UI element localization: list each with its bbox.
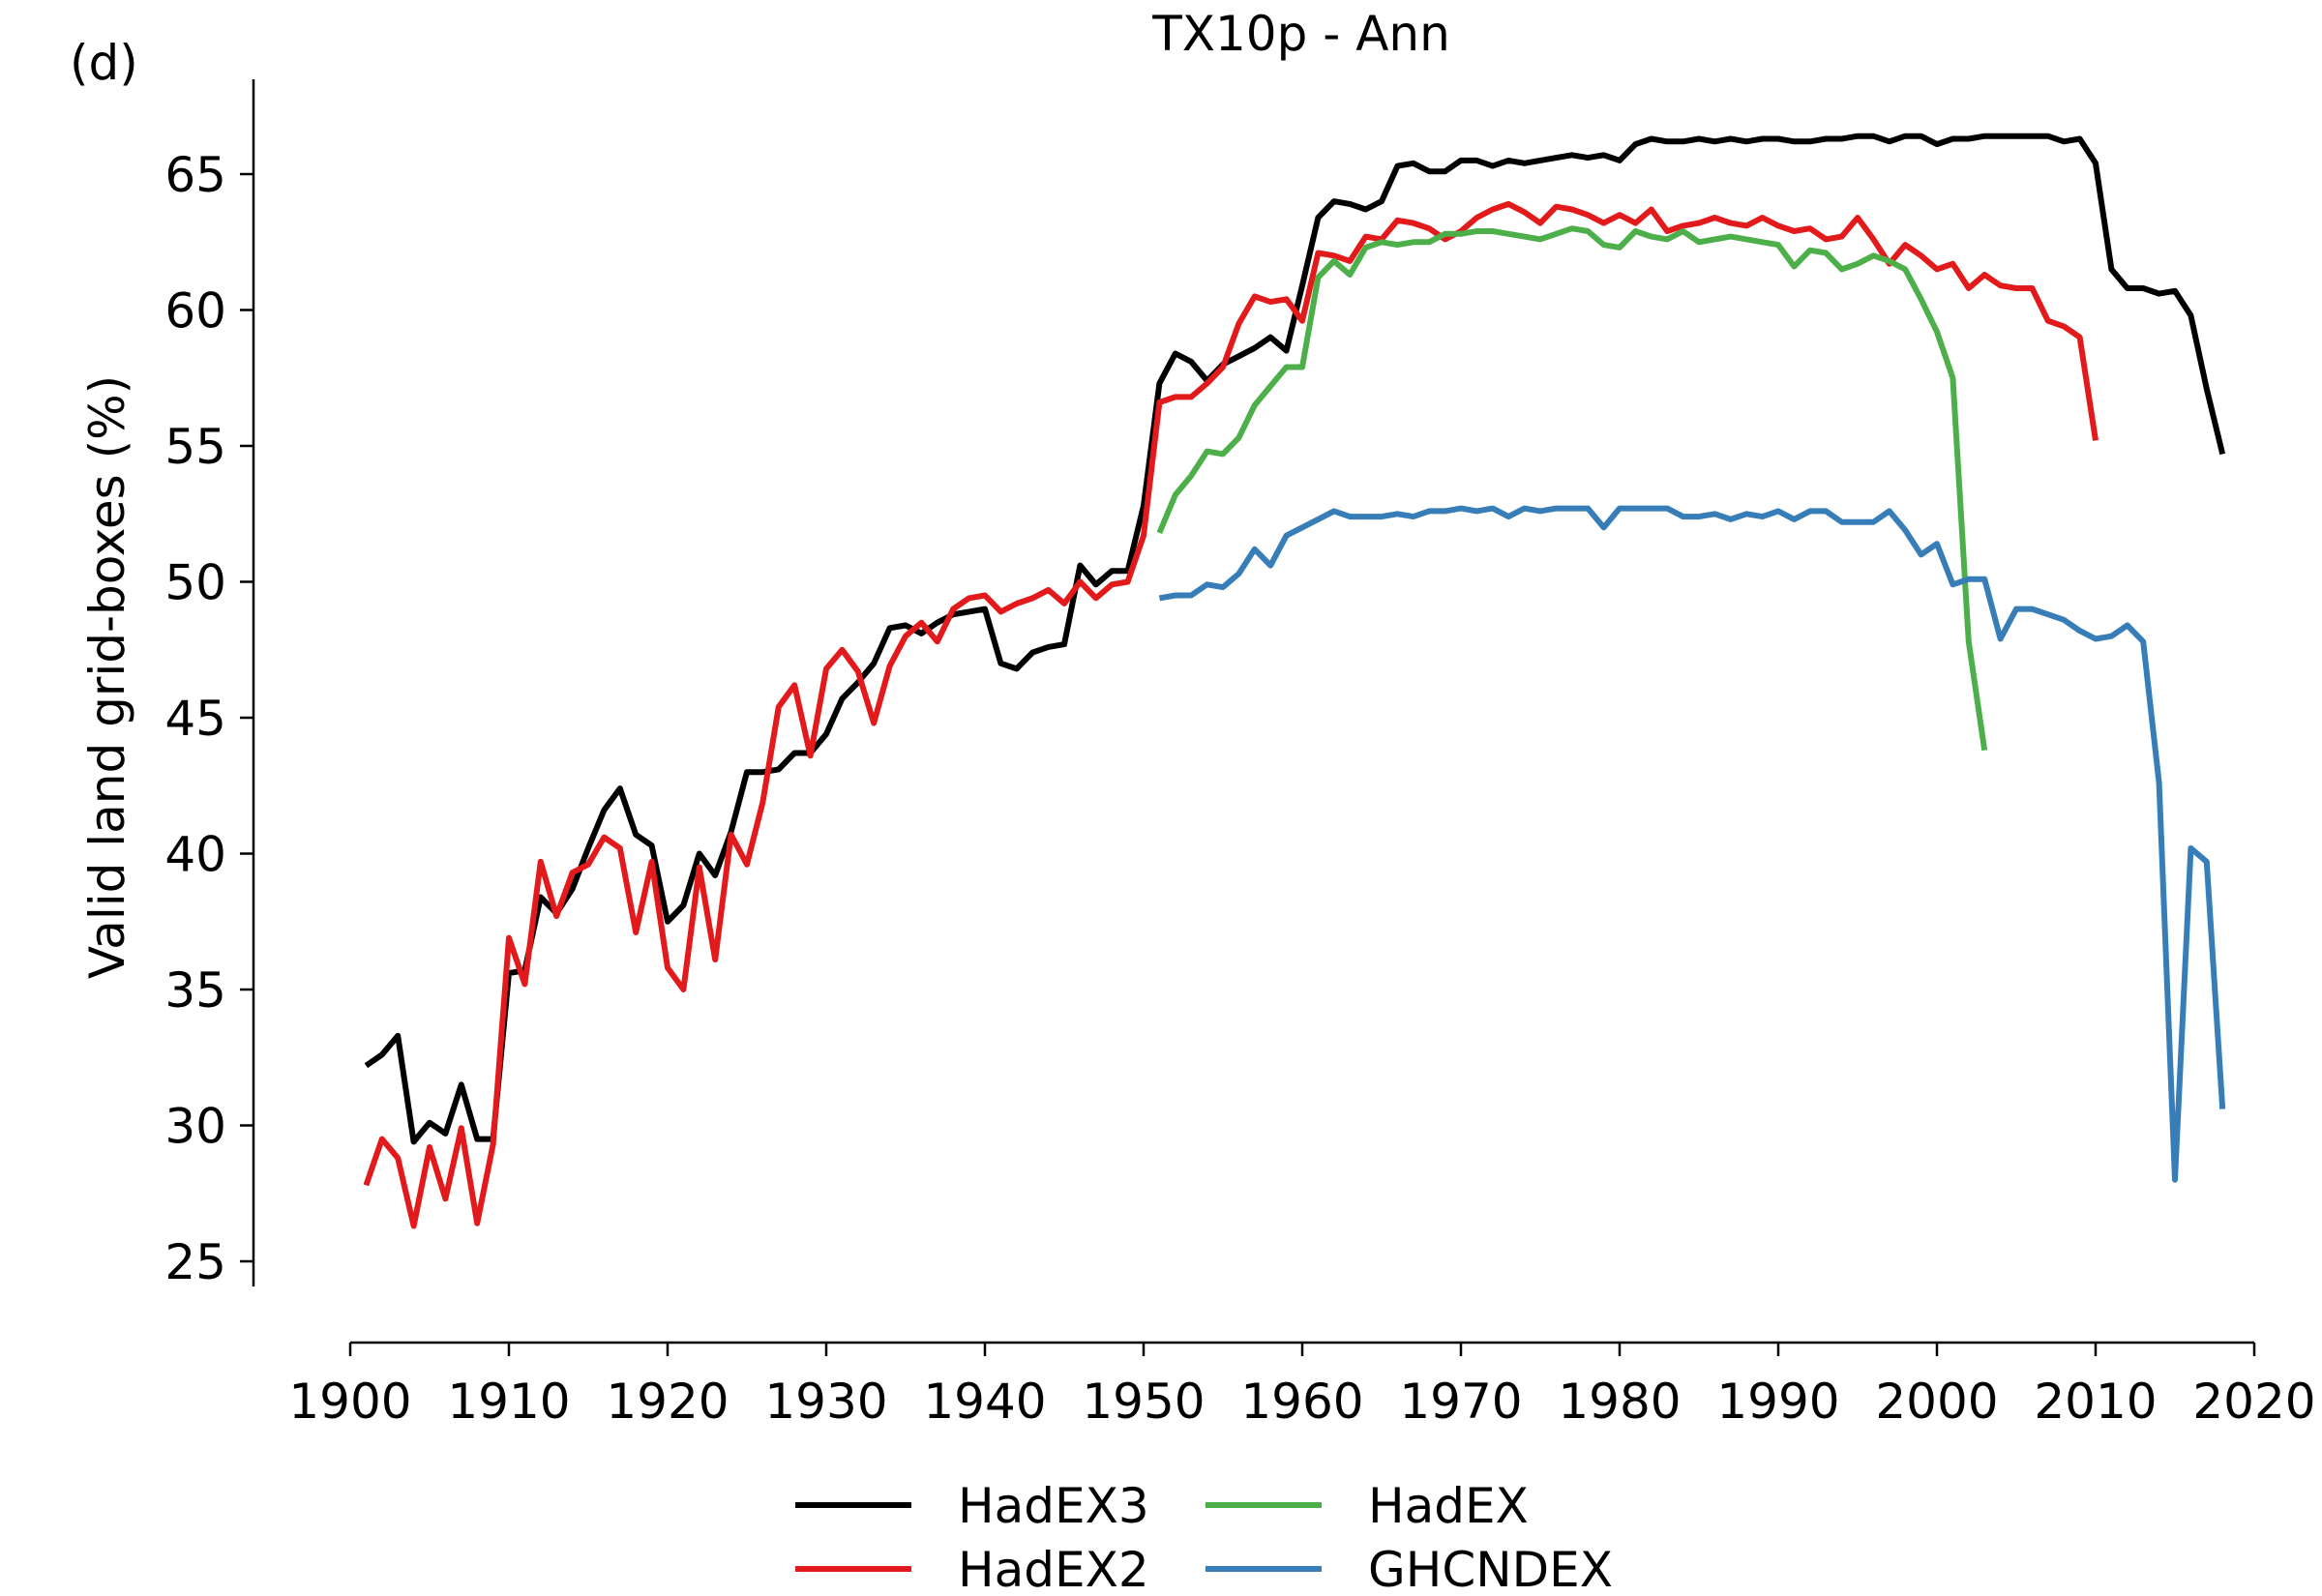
- legend-label-hadex2: HadEX2: [958, 1542, 1149, 1596]
- legend: HadEX3 HadEX2 HadEX GHCNDEX: [795, 1478, 1613, 1596]
- x-tick-label: 1900: [288, 1374, 411, 1430]
- y-tick-label: 30: [164, 1099, 226, 1155]
- series-line-hadex2: [363, 200, 2099, 1229]
- y-tick-label: 35: [164, 962, 226, 1019]
- x-tick-label: 1970: [1399, 1374, 1522, 1430]
- y-tick-label: 25: [164, 1234, 226, 1290]
- x-tick-label: 1950: [1082, 1374, 1205, 1430]
- x-tick-label: 1920: [606, 1374, 729, 1430]
- panel-label: (d): [70, 35, 138, 91]
- legend-label-ghcndex: GHCNDEX: [1368, 1542, 1613, 1596]
- x-tick-label: 1980: [1558, 1374, 1681, 1430]
- series-line-hadex: [1156, 225, 1988, 752]
- y-tick-label: 65: [164, 147, 226, 203]
- x-tick-label: 1910: [447, 1374, 570, 1430]
- legend-label-hadex3: HadEX3: [958, 1478, 1149, 1534]
- x-tick-label: 2020: [2192, 1374, 2315, 1430]
- y-tick-label: 45: [164, 691, 226, 747]
- y-axis: 25 30 35 40 45 50 55 60 65: [164, 79, 255, 1290]
- series-line-hadex3: [364, 133, 2226, 1145]
- x-tick-label: 1940: [923, 1374, 1046, 1430]
- y-tick-label: 60: [164, 283, 226, 340]
- chart-title: TX10p - Ann: [1151, 6, 1450, 62]
- y-tick-label: 40: [164, 827, 226, 883]
- x-axis: 1900 1910 1920 1930 1940 1950 1960 1970 1980 1990…: [288, 1341, 2316, 1430]
- x-tick-label: 1930: [764, 1374, 887, 1430]
- y-tick-label: 50: [164, 555, 226, 611]
- series-line-ghcndex: [1158, 505, 2226, 1183]
- x-tick-label: 2010: [2034, 1374, 2157, 1430]
- x-tick-label: 2000: [1875, 1374, 1998, 1430]
- y-axis-label: Valid land grid-boxes (%): [79, 375, 135, 979]
- plot-area: [363, 133, 2226, 1229]
- y-tick-label: 55: [164, 419, 226, 475]
- x-tick-label: 1990: [1716, 1374, 1839, 1430]
- legend-label-hadex: HadEX: [1368, 1478, 1529, 1534]
- x-tick-label: 1960: [1240, 1374, 1363, 1430]
